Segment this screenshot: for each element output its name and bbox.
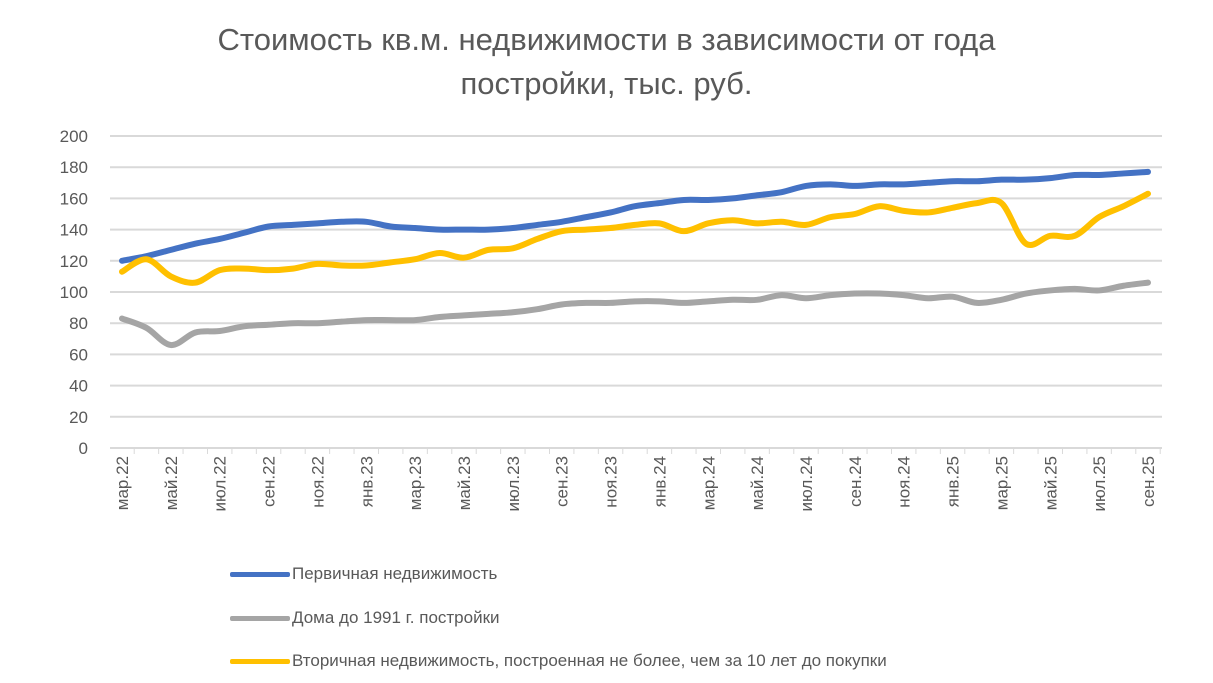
x-tick-label: мар.25 [992, 456, 1011, 510]
x-tick-label: май.22 [162, 456, 181, 510]
x-tick-label: май.25 [1041, 456, 1060, 510]
legend-label-old-houses: Дома до 1991 г. постройки [292, 608, 500, 627]
y-tick-label: 180 [60, 158, 88, 177]
x-tick-label: сен.23 [553, 456, 572, 507]
legend-item-secondary: Вторичная недвижимость, построенная не б… [230, 651, 887, 671]
x-tick-label: янв.24 [650, 456, 669, 507]
y-tick-label: 80 [69, 314, 88, 333]
y-tick-label: 0 [79, 439, 88, 458]
legend-item-primary: Первичная недвижимость [230, 564, 497, 584]
x-tick-label: ноя.24 [895, 456, 914, 508]
series-line-2 [119, 190, 1151, 286]
y-tick-label: 100 [60, 283, 88, 302]
x-tick-label: янв.23 [357, 456, 376, 507]
chart-title-line1: Стоимость кв.м. недвижимости в зависимос… [217, 22, 996, 57]
y-tick-label: 140 [60, 221, 88, 240]
x-tick-label: ноя.23 [602, 456, 621, 508]
y-tick-label: 20 [69, 408, 88, 427]
x-tick-label: сен.24 [846, 456, 865, 507]
chart-title-line2: постройки, тыс. руб. [460, 66, 753, 101]
x-tick-label: июл.23 [504, 456, 523, 511]
x-tick-label: май.24 [748, 456, 767, 510]
x-tick-label: ноя.22 [308, 456, 327, 508]
y-tick-label: 60 [69, 345, 88, 364]
x-tick-label: сен.25 [1139, 456, 1158, 507]
series-line-1 [119, 279, 1151, 349]
x-tick-label: мар.23 [406, 456, 425, 510]
y-tick-label: 120 [60, 252, 88, 271]
x-tick-label: мар.24 [699, 456, 718, 510]
y-tick-label: 40 [69, 377, 88, 396]
x-tick-label: июл.24 [797, 456, 816, 511]
x-tick-label: сен.22 [260, 456, 279, 507]
legend-swatch-primary [230, 571, 290, 577]
x-tick-label: янв.25 [944, 456, 963, 507]
x-tick-label: май.23 [455, 456, 474, 510]
legend-label-secondary: Вторичная недвижимость, построенная не б… [292, 651, 887, 670]
x-tick-label: июл.25 [1090, 456, 1109, 511]
legend-item-old-houses: Дома до 1991 г. постройки [230, 608, 500, 628]
legend-swatch-old-houses [230, 615, 290, 621]
chart-title: Стоимость кв.м. недвижимости в зависимос… [0, 18, 1213, 106]
y-tick-label: 200 [60, 127, 88, 146]
legend-label-primary: Первичная недвижимость [292, 564, 498, 583]
x-tick-label: июл.22 [211, 456, 230, 511]
legend-swatch-secondary [230, 658, 290, 664]
y-tick-label: 160 [60, 189, 88, 208]
x-tick-label: мар.22 [113, 456, 132, 510]
series-line-0 [119, 168, 1151, 264]
